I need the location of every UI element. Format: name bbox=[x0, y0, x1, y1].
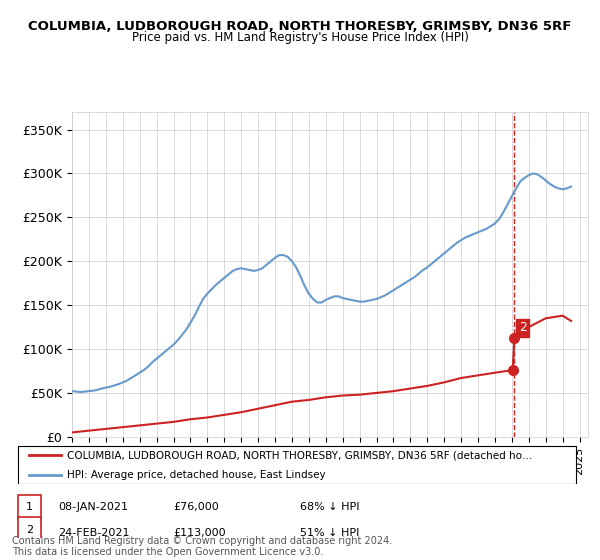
Text: £76,000: £76,000 bbox=[173, 502, 219, 512]
Text: Price paid vs. HM Land Registry's House Price Index (HPI): Price paid vs. HM Land Registry's House … bbox=[131, 31, 469, 44]
FancyBboxPatch shape bbox=[18, 495, 41, 520]
Text: COLUMBIA, LUDBOROUGH ROAD, NORTH THORESBY, GRIMSBY, DN36 5RF (detached ho…: COLUMBIA, LUDBOROUGH ROAD, NORTH THORESB… bbox=[67, 450, 532, 460]
Text: 08-JAN-2021: 08-JAN-2021 bbox=[58, 502, 128, 512]
Text: COLUMBIA, LUDBOROUGH ROAD, NORTH THORESBY, GRIMSBY, DN36 5RF: COLUMBIA, LUDBOROUGH ROAD, NORTH THORESB… bbox=[28, 20, 572, 32]
Text: 51% ↓ HPI: 51% ↓ HPI bbox=[300, 528, 359, 538]
Text: 68% ↓ HPI: 68% ↓ HPI bbox=[300, 502, 359, 512]
FancyBboxPatch shape bbox=[18, 446, 577, 484]
Text: 2: 2 bbox=[26, 525, 33, 535]
Text: 1: 1 bbox=[26, 502, 33, 512]
FancyBboxPatch shape bbox=[18, 517, 41, 543]
Text: 24-FEB-2021: 24-FEB-2021 bbox=[58, 528, 130, 538]
Text: £113,000: £113,000 bbox=[173, 528, 226, 538]
Text: 2: 2 bbox=[518, 321, 527, 334]
Text: Contains HM Land Registry data © Crown copyright and database right 2024.
This d: Contains HM Land Registry data © Crown c… bbox=[12, 535, 392, 557]
Text: HPI: Average price, detached house, East Lindsey: HPI: Average price, detached house, East… bbox=[67, 470, 325, 479]
